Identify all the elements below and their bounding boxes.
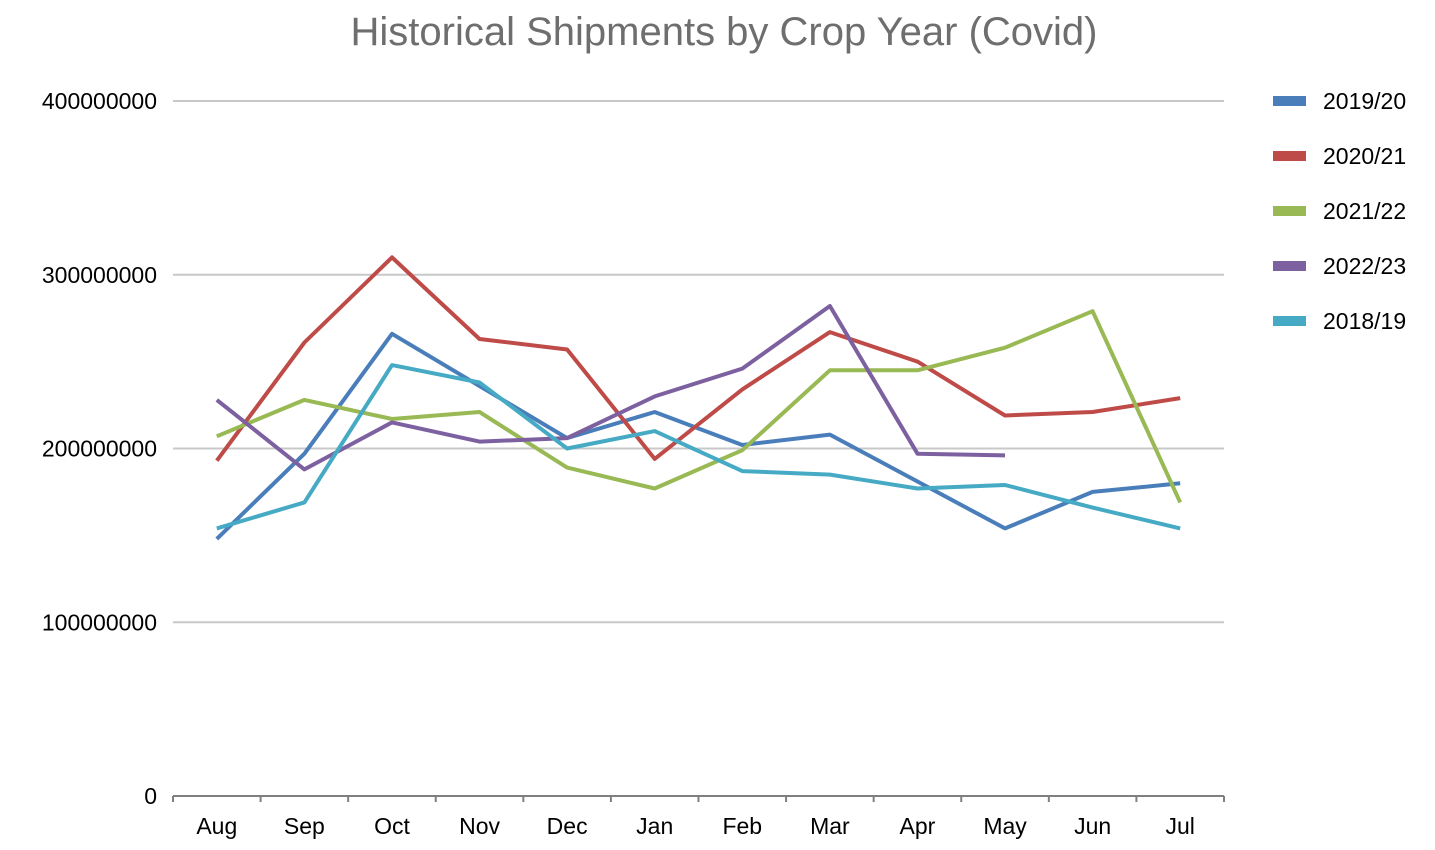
x-tick-label: Aug	[196, 813, 237, 839]
axes: 0 100000000 200000000 300000000 400000000 Aug…	[42, 88, 1225, 839]
y-tick-label: 300000000	[42, 262, 157, 288]
legend-swatch	[1273, 316, 1306, 326]
x-tick-label: Jun	[1074, 813, 1111, 839]
x-tick-label: Feb	[722, 813, 762, 839]
legend-label: 2021/22	[1323, 198, 1406, 224]
series-lines	[215, 255, 1183, 541]
chart-title: Historical Shipments by Crop Year (Covid…	[351, 10, 1098, 54]
series-line-4	[216, 363, 1181, 531]
x-tick-label: Jan	[636, 813, 673, 839]
legend-label: 2018/19	[1323, 308, 1406, 334]
legend-swatch	[1273, 96, 1306, 106]
x-tick-label: Nov	[459, 813, 500, 839]
legend-label: 2019/20	[1323, 88, 1406, 114]
y-tick-label: 100000000	[42, 609, 157, 635]
x-tick-label: Mar	[810, 813, 850, 839]
legend-swatch	[1273, 151, 1306, 161]
x-tick-label: Oct	[374, 813, 410, 839]
y-tick-label: 200000000	[42, 436, 157, 462]
x-tick-label: May	[983, 813, 1027, 839]
legend-label: 2022/23	[1323, 253, 1406, 279]
x-tick-label: Dec	[547, 813, 588, 839]
series-line-0	[215, 331, 1181, 541]
x-tick-label: Jul	[1166, 813, 1195, 839]
legend-swatch	[1273, 261, 1306, 271]
y-tick-label: 0	[144, 783, 157, 809]
legend-swatch	[1273, 206, 1306, 216]
series-line-1	[215, 255, 1181, 462]
y-tick-label: 400000000	[42, 88, 157, 114]
x-tick-label: Sep	[284, 813, 325, 839]
series-line-2	[216, 309, 1183, 504]
legend-label: 2020/21	[1323, 143, 1406, 169]
legend: 2019/20 2020/21 2021/22 2022/23 2018/19	[1273, 88, 1406, 334]
gridlines	[173, 100, 1224, 624]
series-line-3	[215, 304, 1006, 472]
x-tick-label: Apr	[900, 813, 936, 839]
